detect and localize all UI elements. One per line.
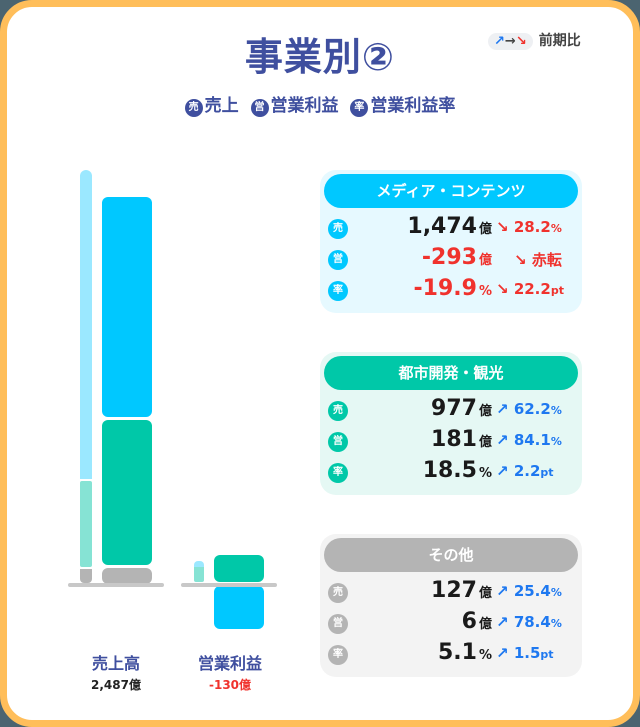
card-media-contents: メディア・コンテンツ 売 1,474 億 ↘ 28.2% 営 -293 億 ↘ 赤転…	[320, 170, 582, 313]
arrow-up-icon: ↗	[496, 582, 509, 600]
yoy-arrows: ↗→↘	[488, 33, 533, 50]
bar-sales-urban	[102, 420, 152, 565]
sales-total: 2,487億	[91, 678, 141, 692]
margin-value: 18.5	[422, 458, 477, 483]
row-margin: 率 18.5% ↗ 2.2pt	[320, 458, 582, 489]
bar-sales-other	[102, 568, 152, 584]
sales-axis-label: 売上高 2,487億	[66, 650, 166, 693]
profit-chip-icon: 営	[328, 432, 348, 452]
profit-change: 84.1	[513, 431, 551, 449]
bar-sales-prev-urban	[80, 481, 92, 567]
page-title: 事業別②	[244, 35, 396, 79]
margin-change: 22.2	[513, 280, 551, 298]
legend-item-sales: 売売上	[184, 91, 239, 117]
row-operating-profit: 営 181 億 ↗ 84.1%	[320, 427, 582, 458]
profit-baseline	[181, 583, 277, 587]
yoy-legend: ↗→↘ 前期比	[488, 30, 581, 50]
row-margin: 率 -19.9% ↘ 22.2pt	[320, 276, 582, 307]
margin-chip-icon: 率	[328, 281, 348, 301]
bar-sales-media	[102, 197, 152, 417]
metric-legend: 売売上 営営業利益 率営業利益率	[0, 91, 640, 117]
bar-sales-prev-media	[80, 170, 92, 479]
profit-axis-label: 営業利益 -130億	[180, 650, 280, 693]
profit-value: 6	[461, 609, 477, 634]
margin-chip-icon: 率	[328, 645, 348, 665]
card-title: その他	[324, 538, 578, 572]
legend-item-margin: 率営業利益率	[350, 91, 455, 117]
margin-chip-icon: 率	[350, 99, 369, 117]
bar-profit-urban	[214, 555, 264, 582]
sales-chip-icon: 売	[328, 219, 348, 239]
sales-chip-icon: 売	[328, 401, 348, 421]
arrow-up-icon: ↗	[494, 34, 505, 49]
arrow-down-icon: ↘	[496, 218, 509, 236]
row-sales: 売 1,474 億 ↘ 28.2%	[320, 214, 582, 245]
sales-value: 127	[431, 578, 477, 603]
profit-chip-icon: 営	[328, 250, 348, 270]
bar-profit-prev-media	[194, 561, 204, 567]
sales-value: 1,474	[407, 214, 477, 239]
profit-value: 181	[431, 427, 477, 452]
bar-sales-prev-other	[80, 569, 92, 583]
sales-chip-icon: 売	[184, 99, 203, 117]
margin-chip-icon: 率	[328, 463, 348, 483]
arrow-up-icon: ↗	[496, 400, 509, 418]
sales-change: 28.2	[513, 218, 551, 236]
profit-change: 赤転	[531, 251, 562, 269]
arrow-up-icon: ↗	[496, 644, 509, 662]
arrow-down-icon: ↘	[514, 251, 527, 269]
row-margin: 率 5.1% ↗ 1.5pt	[320, 640, 582, 671]
yoy-label: 前期比	[538, 33, 581, 49]
sales-change: 25.4	[513, 582, 551, 600]
profit-value: -293	[421, 245, 477, 270]
arrow-up-icon: ↗	[496, 462, 509, 480]
margin-value: -19.9	[413, 276, 477, 301]
sales-baseline	[68, 583, 164, 587]
arrow-flat-icon: →	[504, 34, 516, 49]
margin-change: 1.5	[513, 644, 541, 662]
row-sales: 売 977 億 ↗ 62.2%	[320, 396, 582, 427]
row-operating-profit: 営 -293 億 ↘ 赤転	[320, 245, 582, 276]
card-urban-tourism: 都市開発・観光 売 977 億 ↗ 62.2% 営 181 億 ↗ 84.1% 率 …	[320, 352, 582, 495]
profit-chip-icon: 営	[250, 99, 269, 117]
arrow-down-icon: ↘	[496, 280, 509, 298]
profit-total: -130億	[208, 678, 252, 692]
arrow-up-icon: ↗	[496, 613, 509, 631]
bar-profit-prev-urban	[194, 567, 204, 582]
margin-value: 5.1	[437, 640, 477, 665]
profit-chip-icon: 営	[328, 614, 348, 634]
sales-change: 62.2	[513, 400, 551, 418]
arrow-up-icon: ↗	[496, 431, 509, 449]
card-title: 都市開発・観光	[324, 356, 578, 390]
profit-change: 78.4	[513, 613, 551, 631]
legend-item-operating-profit: 営営業利益	[250, 91, 339, 117]
sales-value: 977	[431, 396, 477, 421]
row-sales: 売 127 億 ↗ 25.4%	[320, 578, 582, 609]
bar-profit-media	[214, 586, 264, 629]
sales-chip-icon: 売	[328, 583, 348, 603]
card-title: メディア・コンテンツ	[324, 174, 578, 208]
arrow-down-icon: ↘	[515, 34, 527, 49]
margin-change: 2.2	[513, 462, 541, 480]
stacked-bar-chart: 売上高 2,487億 営業利益 -130億	[0, 0, 310, 727]
